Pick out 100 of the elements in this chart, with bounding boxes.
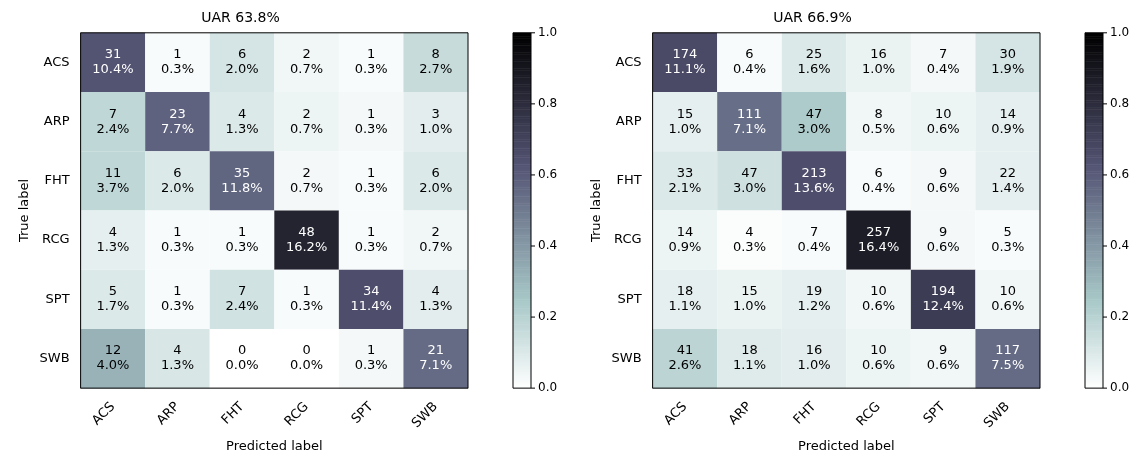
color-bar-label: 0.6 [538,167,558,182]
data-label: 213 13.6% [793,164,835,195]
color-bar-label: 1.0 [538,24,558,39]
data-label: 8 2.7% [419,46,453,77]
data-label: 18 1.1% [732,342,766,373]
y-axis-title: True label [16,178,32,244]
data-label: 41 2.6% [668,342,702,373]
color-bar-label: 1.0 [1110,24,1130,39]
data-label: 16 1.0% [797,342,831,373]
data-label: 15 1.0% [732,283,766,314]
y-tick-label: ARP [43,113,70,129]
data-label: 4 1.3% [96,223,130,254]
data-label: 19 1.2% [797,283,831,314]
data-label: 10 0.6% [862,342,896,373]
data-label: 11 3.7% [96,164,130,195]
data-label: 2 0.7% [419,223,453,254]
y-tick-label: ACS [43,53,70,69]
data-label: 6 0.4% [732,46,766,77]
data-label: 7 0.4% [926,46,960,77]
x-axis-title: Predicted label [226,437,323,453]
data-label: 1 0.3% [354,342,388,373]
color-bar-label: 0.2 [1110,309,1130,324]
data-label: 257 16.4% [857,223,900,254]
y-tick-label: SPT [45,290,70,306]
y-tick-label: SWB [39,349,70,365]
data-label: 1 0.3% [225,223,259,254]
data-label: 7 2.4% [96,105,130,136]
data-label: 9 0.6% [926,223,960,254]
data-label: 0 0.0% [225,342,259,373]
data-label: 33 2.1% [668,164,702,195]
data-label: 6 2.0% [419,164,453,195]
y-tick-label: RCG [614,231,642,247]
color-bar-label: 0.8 [538,95,558,110]
data-label: 1 0.3% [290,283,324,314]
data-label: 4 0.3% [732,223,766,254]
color-bar-label: 0.2 [538,309,558,324]
data-label: 47 3.0% [797,105,831,136]
data-label: 174 11.1% [664,46,706,77]
data-label: 6 2.0% [225,46,259,77]
data-label: 1 0.3% [354,223,388,254]
data-label: 7 0.4% [797,223,831,254]
data-label: 1 0.3% [354,46,388,77]
data-label: 6 0.4% [862,164,896,195]
data-label: 111 7.1% [732,105,766,136]
color-bar-label: 0.6 [1110,167,1130,182]
color-bar-label: 0.0 [538,380,558,395]
data-label: 34 11.4% [350,283,392,314]
data-label: 31 10.4% [92,46,134,77]
chart-title: UAR 66.9% [773,9,852,26]
data-label: 6 2.0% [160,164,194,195]
data-label: 2 0.7% [290,105,324,136]
data-label: 194 12.4% [922,283,964,314]
data-label: 1 0.3% [354,164,388,195]
data-label: 21 7.1% [419,342,453,373]
y-tick-label: RCG [42,231,70,247]
color-bar-label: 0.4 [538,238,558,253]
data-label: 30 1.9% [991,46,1025,77]
data-label: 15 1.0% [668,105,702,136]
data-label: 14 0.9% [668,223,702,254]
data-label: 2 0.7% [290,46,324,77]
data-label: 18 1.1% [668,283,702,314]
data-label: 2 0.7% [290,164,324,195]
data-label: 9 0.6% [926,164,960,195]
y-tick-label: ARP [615,113,642,129]
data-label: 14 0.9% [991,105,1025,136]
data-label: 16 1.0% [862,46,896,77]
data-label: 1 0.3% [160,223,194,254]
x-axis-title: Predicted label [798,437,895,453]
color-bar-label: 0.0 [1110,380,1130,395]
color-bar-label: 0.4 [1110,238,1130,253]
data-label: 12 4.0% [96,342,130,373]
data-label: 10 0.6% [926,105,960,136]
data-label: 10 0.6% [862,283,896,314]
y-tick-label: FHT [616,172,642,188]
data-label: 25 1.6% [797,46,831,77]
chart-title: UAR 63.8% [201,9,280,26]
data-label: 3 1.0% [419,105,453,136]
data-label: 23 7.7% [160,105,194,136]
data-label: 48 16.2% [285,223,328,254]
data-label: 5 1.7% [96,283,130,314]
data-label: 5 0.3% [991,223,1025,254]
data-label: 47 3.0% [732,164,766,195]
data-label: 1 0.3% [160,283,194,314]
data-label: 35 11.8% [221,164,263,195]
data-label: 8 0.5% [862,105,896,136]
data-label: 22 1.4% [991,164,1025,195]
data-label: 4 1.3% [419,283,453,314]
data-label: 0 0.0% [290,342,324,373]
data-label: 10 0.6% [991,283,1025,314]
data-label: 1 0.3% [354,105,388,136]
data-label: 7 2.4% [225,283,259,314]
y-tick-label: FHT [44,172,70,188]
y-tick-label: ACS [615,53,642,69]
y-axis-title: True label [588,178,604,244]
data-label: 4 1.3% [160,342,194,373]
data-label: 117 7.5% [991,342,1025,373]
data-label: 1 0.3% [160,46,194,77]
y-tick-label: SWB [611,349,642,365]
data-label: 9 0.6% [926,342,960,373]
color-bar-label: 0.8 [1110,95,1130,110]
